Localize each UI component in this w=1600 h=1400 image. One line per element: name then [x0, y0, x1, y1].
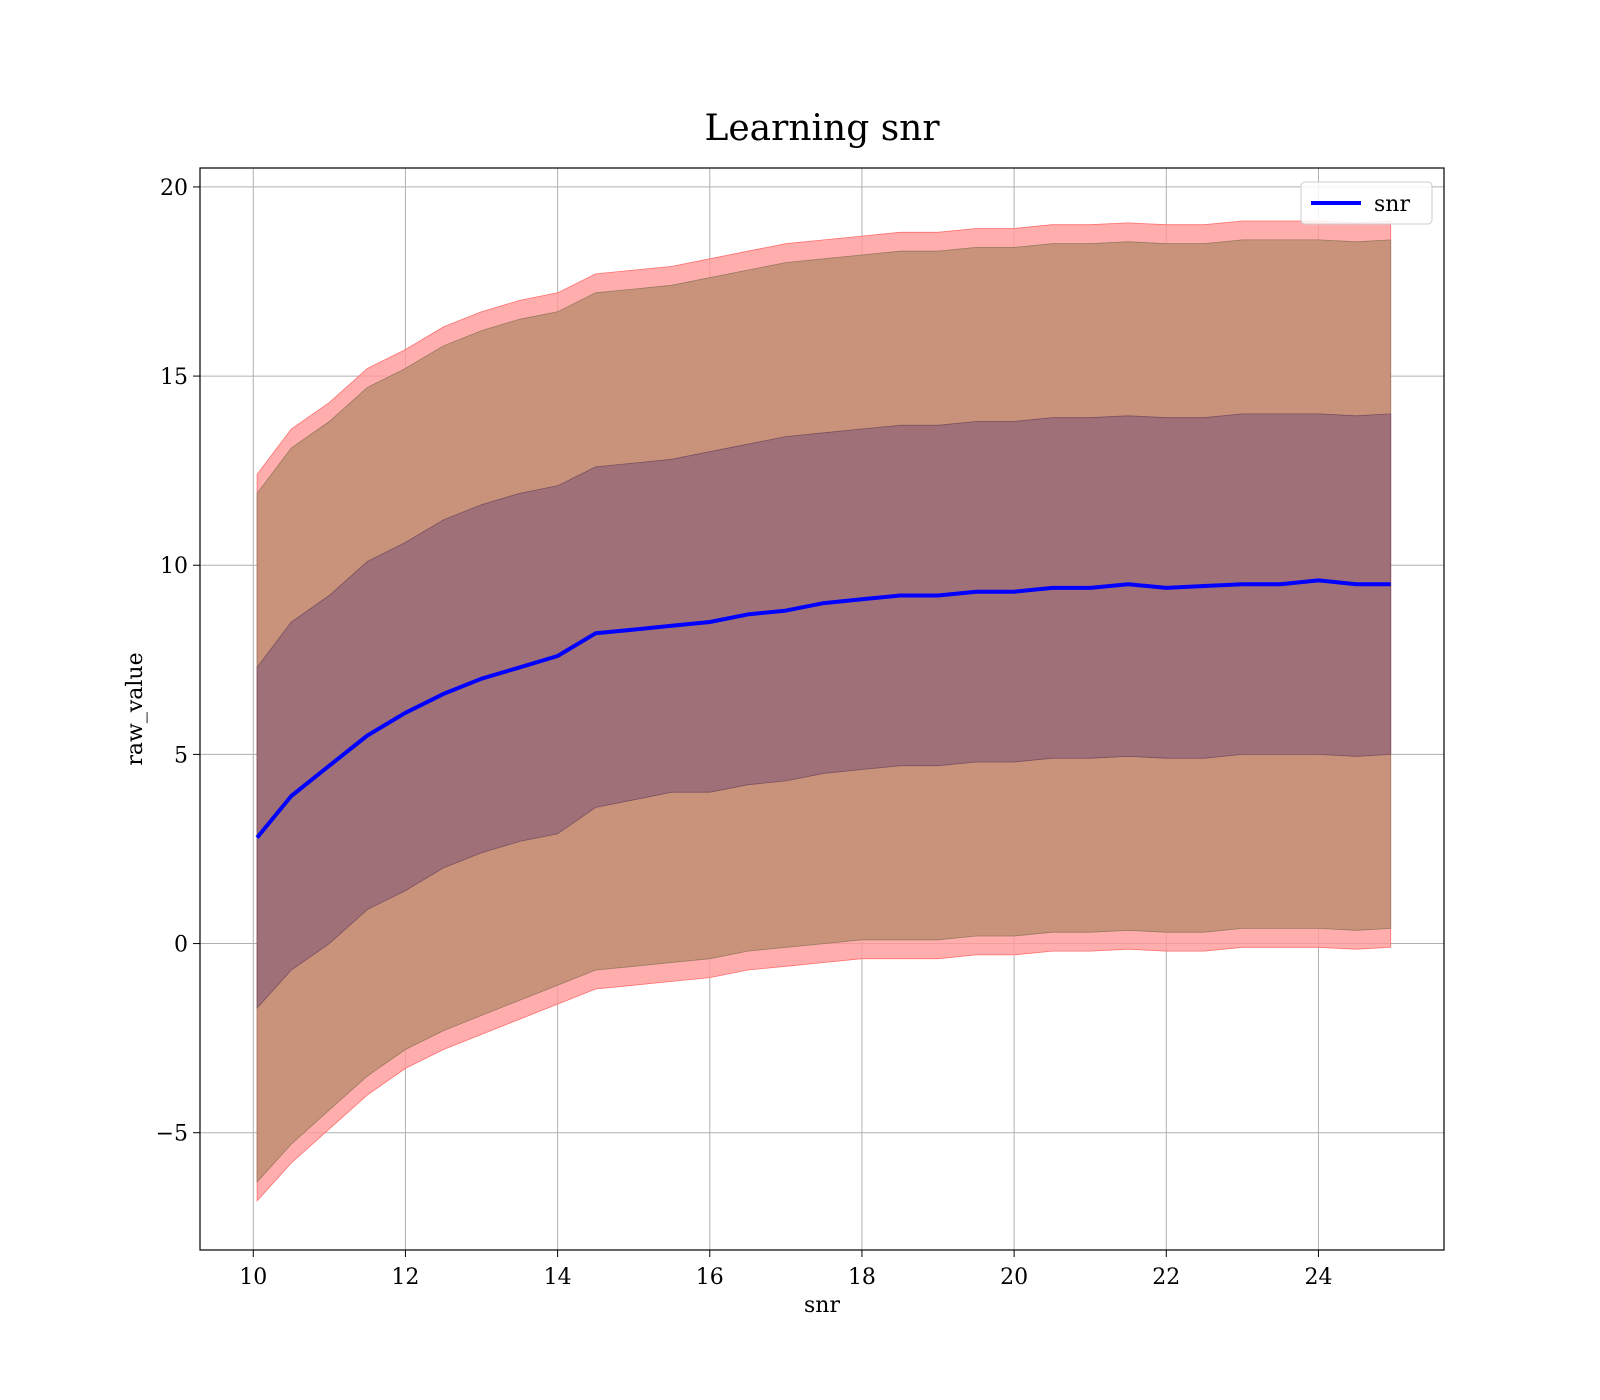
x-tick-label: 10: [239, 1265, 267, 1290]
plot-frame: [199, 167, 1445, 1251]
x-tick-label: 18: [848, 1265, 876, 1290]
y-tick-label: 10: [160, 554, 188, 579]
legend-label: snr: [1374, 192, 1410, 217]
x-tick-label: 12: [391, 1265, 419, 1290]
legend-box: [1300, 181, 1433, 225]
y-tick-label: 15: [160, 365, 188, 390]
y-tick-label: 5: [174, 743, 188, 768]
y-axis-label: raw_value: [123, 652, 148, 765]
legend: snr: [1300, 181, 1433, 225]
snr-series-line: [255, 578, 1391, 839]
x-tick-label: 24: [1304, 1265, 1332, 1290]
y-tick-label: −5: [156, 1122, 188, 1147]
x-tick-label: 14: [544, 1265, 572, 1290]
series-lines: [255, 578, 1391, 839]
inner-band-area: [256, 413, 1392, 1009]
chart-title: Learning snr: [704, 108, 940, 149]
x-axis-label: snr: [804, 1293, 840, 1318]
x-tick-label: 16: [696, 1265, 724, 1290]
confidence-bands: [256, 220, 1392, 1202]
x-tick-label: 20: [1000, 1265, 1028, 1290]
x-tick-label: 22: [1152, 1265, 1180, 1290]
y-tick-label: 20: [160, 176, 188, 201]
y-tick-label: 0: [174, 933, 188, 958]
axis-ticks: 10 12 14 16 18 20 22 24 −5 0 5 10 15 20: [156, 176, 1333, 1290]
